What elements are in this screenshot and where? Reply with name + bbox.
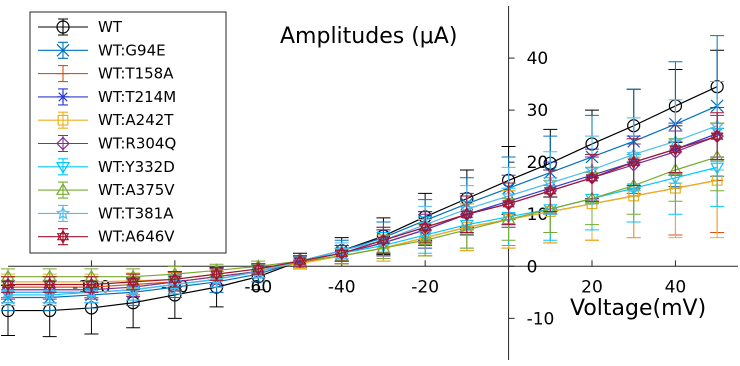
legend-line: [38, 204, 88, 222]
data-point: [335, 246, 348, 261]
x-tick-label: -20: [411, 277, 439, 297]
legend-item: WT:T158A: [38, 65, 174, 83]
legend-item: WT:G94E: [38, 41, 166, 59]
data-point: [42, 284, 57, 299]
data-point: [377, 233, 390, 248]
legend-label: WT: [98, 18, 123, 36]
series-line: [8, 156, 718, 278]
chart-title: Amplitudes (μA): [280, 24, 457, 49]
legend-marker: [56, 20, 70, 34]
legend-line: [38, 158, 88, 176]
legend-label: WT:A242T: [98, 111, 174, 129]
legend-item: WT:A242T: [38, 111, 174, 129]
y-tick-label: 40: [527, 49, 549, 69]
data-point: [418, 220, 432, 235]
data-point: [168, 272, 182, 287]
legend-item: WT: [38, 18, 123, 36]
legend-label: WT:G94E: [98, 41, 166, 59]
legend-marker: [55, 182, 71, 195]
data-point: [0, 284, 16, 299]
legend-item: WT:Y332D: [38, 158, 175, 176]
legend-marker: [56, 136, 70, 151]
x-tick-label: -40: [328, 277, 356, 297]
data-point: [418, 233, 433, 246]
error-bar: [710, 112, 725, 161]
legend-item: WT:T381A: [38, 204, 174, 222]
legend-line: [38, 18, 88, 36]
legend-label: WT:A646V: [98, 228, 175, 246]
x-tick-label: 20: [581, 277, 603, 297]
data-point: [43, 277, 56, 292]
data-point: [1, 277, 15, 292]
series-line: [8, 86, 718, 312]
legend-line: [38, 228, 88, 246]
legend-line: [38, 134, 88, 153]
data-point: [585, 170, 599, 185]
data-point: [627, 154, 640, 170]
legend-marker: [55, 162, 71, 174]
legend-item: WT:R304Q: [38, 135, 176, 153]
legend-label: WT:T158A: [98, 65, 174, 83]
series-layer: [0, 35, 725, 338]
legend-marker: [57, 114, 69, 126]
y-tick-label: -10: [527, 309, 555, 329]
x-tick-label: 40: [665, 277, 687, 297]
legend: WT WT:G94E WT:T158A WT:T214M WT:A242T WT:R304…: [29, 11, 227, 254]
y-tick-label: 0: [527, 257, 538, 277]
data-point: [459, 222, 474, 235]
data-point: [252, 261, 265, 277]
data-point: [210, 266, 223, 282]
legend-line: [38, 111, 88, 129]
y-tick-label: 20: [527, 153, 549, 173]
data-point: [126, 274, 140, 290]
legend-item: WT:T214M: [38, 88, 176, 106]
data-point: [669, 141, 682, 157]
legend-label: WT:T381A: [98, 204, 174, 222]
legend-marker: [56, 229, 70, 244]
series-line: [8, 135, 718, 286]
data-point: [85, 277, 98, 292]
legend-marker: [56, 43, 70, 57]
data-point: [293, 253, 307, 269]
legend-marker: [55, 205, 71, 220]
legend-line: [38, 181, 88, 199]
legend-item: WT:A375V: [38, 181, 175, 199]
data-point: [710, 128, 724, 144]
data-point: [460, 207, 474, 222]
data-point: [502, 196, 515, 212]
y-tick-label: 30: [527, 101, 549, 121]
legend-label: WT:R304Q: [98, 135, 176, 153]
series-wt-a646v: [1, 112, 725, 293]
legend-label: WT:Y332D: [98, 158, 175, 176]
x-axis-label: Voltage(mV): [570, 296, 706, 321]
legend-marker: [57, 90, 69, 103]
legend-item: WT:A646V: [38, 228, 175, 246]
data-point: [125, 282, 141, 296]
legend-label: WT:A375V: [98, 181, 175, 199]
legend-label: WT:T214M: [98, 88, 176, 106]
data-point: [544, 183, 557, 199]
data-point: [84, 284, 99, 299]
